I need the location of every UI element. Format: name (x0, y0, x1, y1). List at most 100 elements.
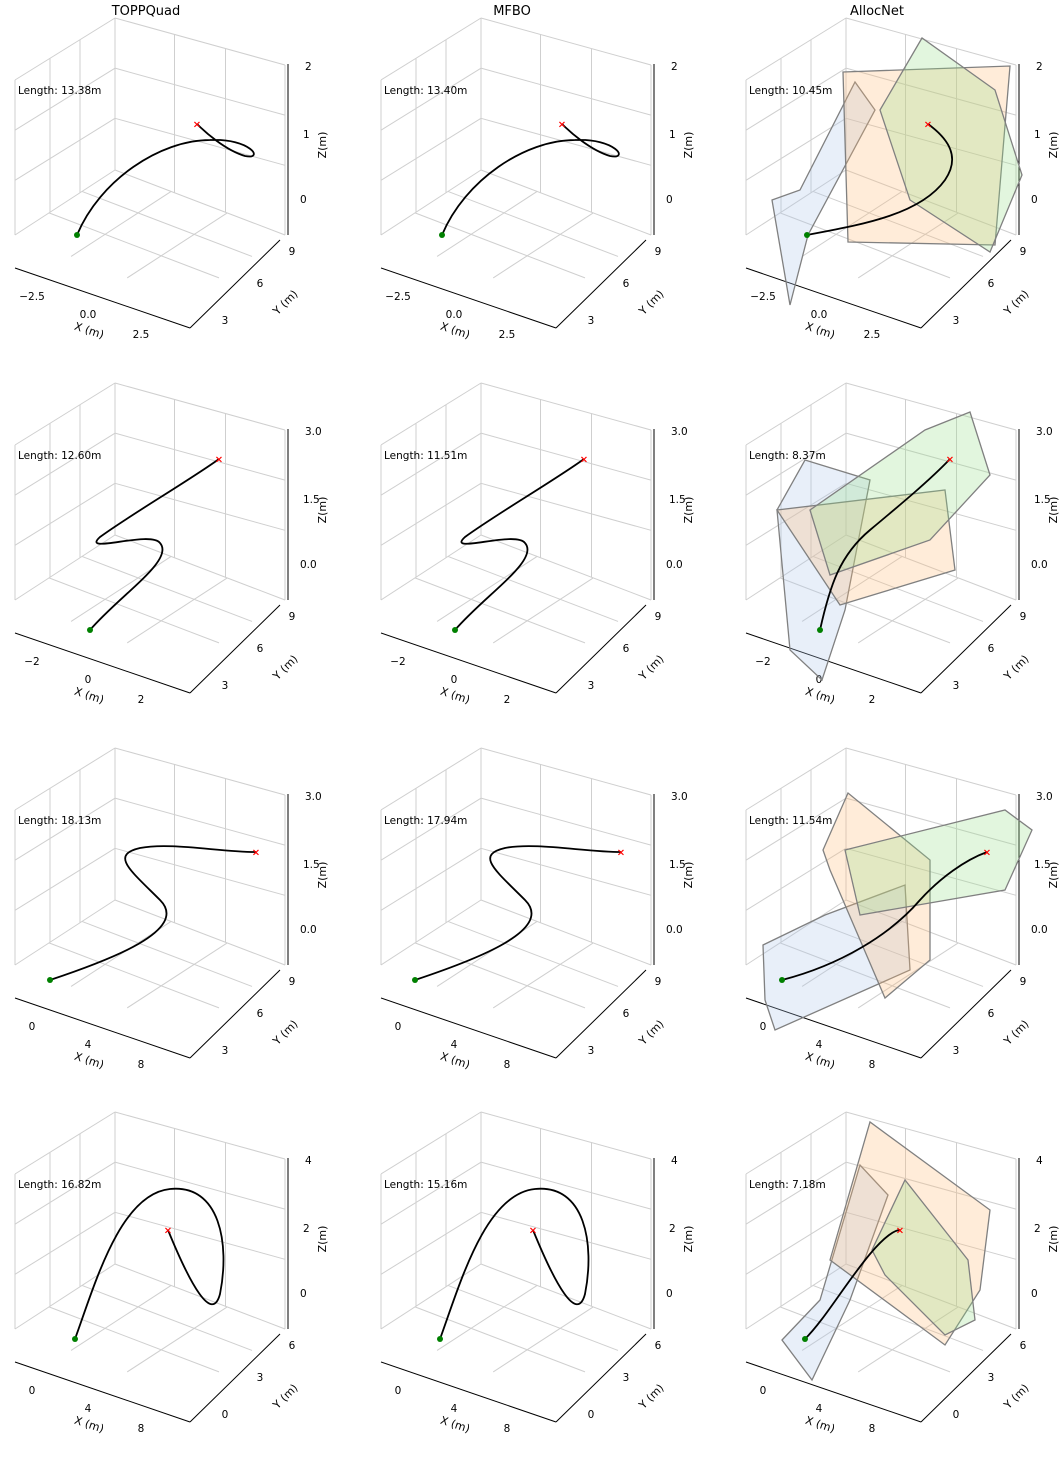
grid-line (857, 942, 959, 1009)
y-axis-label: Y (m) (636, 1381, 667, 1412)
z-tick-label: 1.5 (669, 494, 686, 506)
grid-line (414, 1306, 586, 1373)
y-tick-label: 6 (988, 643, 995, 655)
grid-line (845, 382, 1017, 431)
panel-3: −2 0 2 3 6 9 0.0 1.5 3.0 X (m) Y (m) Z(m) Length: 12… (14, 382, 329, 707)
grid-line (380, 747, 482, 811)
x-tick-label: 4 (816, 1403, 823, 1415)
y-axis-label: Y (m) (636, 652, 667, 683)
goal-marker: × (215, 455, 223, 466)
grid-line (845, 899, 1017, 966)
grid-line (380, 534, 482, 601)
y-tick-label: 9 (655, 976, 662, 988)
y-tick-label: 9 (289, 246, 296, 258)
y-tick-label: 6 (1020, 1340, 1027, 1352)
y-axis-label: Y (m) (1001, 287, 1032, 318)
grid-line (380, 1111, 482, 1175)
y-axis-label: Y (m) (1001, 1017, 1032, 1048)
x-axis-label: X (m) (439, 1414, 472, 1436)
trajectory-line (89, 458, 220, 631)
grid-line (380, 17, 482, 81)
z-axis-label: Z(m) (1047, 497, 1060, 524)
grid-line (380, 797, 482, 861)
grid-line (380, 382, 482, 446)
grid-line (845, 1263, 1017, 1330)
trajectory-line (806, 123, 954, 236)
length-annotation: Length: 13.38m (18, 85, 101, 97)
grid-line (14, 482, 116, 546)
z-axis-label: Z(m) (682, 132, 695, 159)
grid-line (114, 847, 286, 896)
grid-line (801, 1285, 903, 1351)
z-tick-label: 2 (305, 61, 312, 73)
trajectory-line (414, 845, 622, 981)
grid-line (114, 67, 286, 116)
trajectory: × (437, 1188, 590, 1342)
y-axis-line (189, 1333, 281, 1423)
trajectory: × (804, 120, 954, 238)
grid-line (81, 1284, 253, 1351)
x-axis-line (14, 632, 191, 694)
x-tick-label: 2.5 (864, 329, 881, 341)
length-annotation: Length: 18.13m (18, 815, 101, 827)
y-axis-line (920, 969, 1012, 1059)
grid-line (114, 1111, 286, 1160)
grid-line (480, 117, 652, 166)
y-axis-label: Y (m) (636, 1017, 667, 1048)
z-tick-label: 0.0 (1031, 559, 1048, 571)
grid-line (380, 1211, 482, 1275)
y-axis-line (189, 604, 281, 694)
z-tick-label: 3.0 (1036, 791, 1053, 803)
column-title-allocnet: AllocNet (849, 4, 905, 19)
grid-line (14, 1211, 116, 1275)
grid-line (380, 169, 482, 236)
trajectory-group: × (47, 845, 260, 983)
x-tick-label: 4 (451, 1403, 458, 1415)
x-tick-label: 2.5 (133, 329, 150, 341)
y-tick-label: 6 (623, 1008, 630, 1020)
x-tick-label: 4 (451, 1039, 458, 1051)
x-tick-label: 8 (138, 1423, 145, 1435)
x-tick-label: −2.5 (750, 291, 776, 303)
x-axis-label: X (m) (804, 1050, 837, 1072)
z-axis-label: Z(m) (1047, 862, 1060, 889)
y-axis-line (189, 239, 281, 329)
trajectory-group: × (439, 120, 620, 238)
panel-1: −2.5 0.0 2.5 3 6 9 0 1 2 X (m) Y (m) Z(m) Length: 13… (380, 17, 695, 342)
grid-line (380, 899, 482, 966)
y-tick-label: 3 (257, 1372, 264, 1384)
start-point (439, 232, 445, 238)
grid-line (745, 67, 847, 131)
start-point (452, 627, 458, 633)
grid-line (14, 382, 116, 446)
start-point (47, 977, 53, 983)
goal-marker: × (164, 1226, 172, 1237)
trajectory-group: × (802, 1226, 904, 1342)
x-axis-label: X (m) (73, 685, 106, 707)
y-tick-label: 6 (988, 278, 995, 290)
grid-line (380, 847, 482, 911)
start-point (412, 977, 418, 983)
length-annotation: Length: 8.37m (749, 450, 826, 462)
grid-line (114, 797, 286, 846)
x-axis-label: X (m) (439, 320, 472, 342)
trajectory: × (412, 845, 625, 983)
trajectory-group: × (87, 455, 223, 633)
x-axis-label: X (m) (804, 685, 837, 707)
x-tick-label: 4 (816, 1039, 823, 1051)
grid-line (380, 432, 482, 496)
grid-line (745, 1211, 847, 1275)
y-tick-label: 3 (588, 315, 595, 327)
y-axis-line (920, 1333, 1012, 1423)
y-tick-label: 3 (988, 1372, 995, 1384)
y-tick-label: 9 (289, 611, 296, 623)
trajectory-line (454, 458, 585, 631)
grid-line (480, 847, 652, 896)
grid-line (480, 17, 652, 66)
grid-line (81, 555, 253, 622)
grid-line (845, 1111, 1017, 1160)
x-tick-label: −2 (755, 656, 770, 668)
y-tick-label: 3 (953, 315, 960, 327)
trajectory: × (74, 120, 255, 238)
